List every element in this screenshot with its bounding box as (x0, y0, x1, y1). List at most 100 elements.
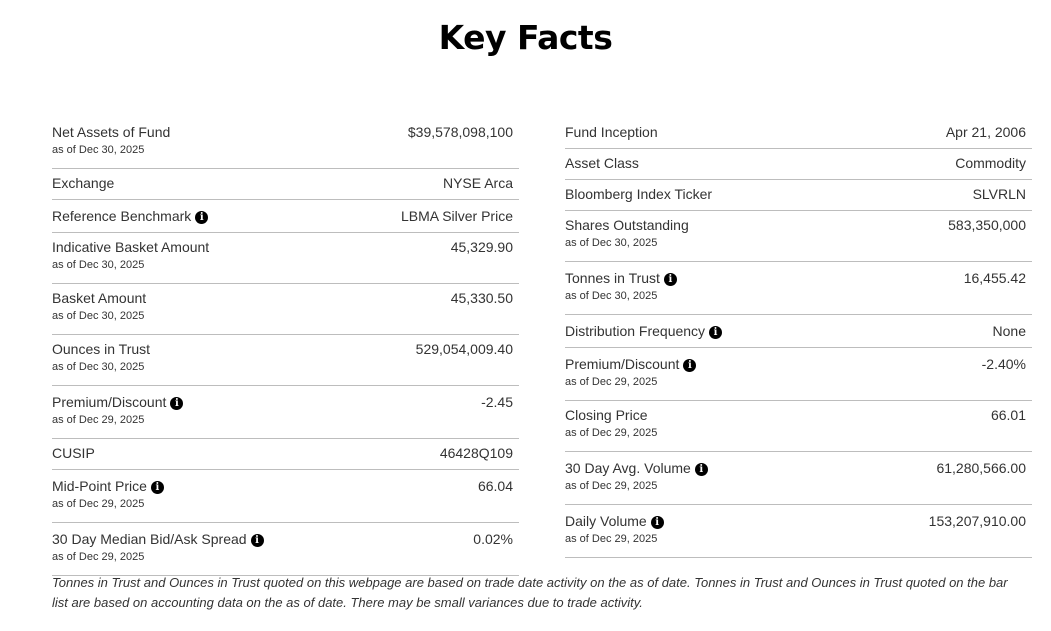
fact-label-group: Net Assets of Fund as of Dec 30, 2025 (52, 123, 170, 158)
fact-label-group: 30 Day Avg. Volume i as of Dec 29, 2025 (565, 459, 708, 494)
fact-row-shares-outstanding: Shares Outstanding as of Dec 30, 2025 583,… (565, 211, 1032, 262)
info-icon[interactable]: i (683, 359, 697, 372)
fact-row-premium-discount: Premium/Discount i as of Dec 29, 2025 -2.40… (565, 348, 1032, 401)
fact-row-asset-class: Asset Class Commodity (565, 149, 1032, 180)
info-icon[interactable]: i (195, 211, 209, 224)
info-icon[interactable]: i (663, 273, 677, 286)
fact-as-of-date: as of Dec 29, 2025 (52, 414, 145, 426)
fact-value: 583,350,000 (948, 217, 1026, 233)
fact-label: Bloomberg Index Ticker (565, 186, 713, 202)
fact-label: Reference Benchmark (52, 208, 192, 224)
fact-label-group: Distribution Frequency i (565, 322, 723, 341)
fact-row-distribution-frequency: Distribution Frequency i None (565, 315, 1032, 348)
fact-label: Fund Inception (565, 124, 658, 140)
footnote: Tonnes in Trust and Ounces in Trust quot… (52, 575, 1008, 610)
fact-as-of-date: as of Dec 30, 2025 (565, 237, 658, 249)
fact-label: Premium/Discount (565, 356, 680, 372)
fact-value: SLVRLN (972, 186, 1026, 202)
fact-value: -2.40% (981, 356, 1026, 372)
fact-label: Indicative Basket Amount (52, 239, 210, 255)
fact-label-group: Basket Amount as of Dec 30, 2025 (52, 289, 146, 324)
fact-as-of-date: as of Dec 30, 2025 (52, 144, 145, 156)
fact-label: Premium/Discount (52, 394, 167, 410)
fact-as-of-date: as of Dec 30, 2025 (565, 290, 658, 302)
fact-as-of-date: as of Dec 29, 2025 (52, 498, 145, 510)
fact-label-group: Asset Class (565, 154, 639, 173)
fact-label: Closing Price (565, 407, 648, 423)
fact-row-daily-volume: Daily Volume i as of Dec 29, 2025 153,207,9… (565, 505, 1032, 558)
fact-value: 66.01 (990, 407, 1026, 423)
fact-row-exchange: Exchange NYSE Arca (52, 169, 519, 200)
fact-label-group: Bloomberg Index Ticker (565, 185, 712, 204)
fact-value: Apr 21, 2006 (945, 124, 1026, 140)
info-icon[interactable]: i (170, 397, 184, 410)
fact-as-of-date: as of Dec 29, 2025 (565, 427, 658, 439)
fact-label: Basket Amount (52, 290, 147, 306)
fact-as-of-date: as of Dec 29, 2025 (565, 480, 658, 492)
fact-label-group: Closing Price as of Dec 29, 2025 (565, 406, 657, 441)
info-icon[interactable]: i (709, 326, 723, 339)
fact-label: Net Assets of Fund (52, 124, 171, 140)
fact-as-of-date: as of Dec 29, 2025 (565, 376, 658, 388)
fact-label-group: Indicative Basket Amount as of Dec 30, 20… (52, 238, 209, 273)
fact-row-closing-price: Closing Price as of Dec 29, 2025 66.01 (565, 401, 1032, 452)
fact-label-group: Tonnes in Trust i as of Dec 30, 2025 (565, 269, 677, 304)
fact-as-of-date: as of Dec 29, 2025 (52, 551, 145, 563)
fact-row-reference-benchmark: Reference Benchmark i LBMA Silver Price (52, 200, 519, 233)
fact-value: 45,329.90 (450, 239, 513, 255)
info-icon[interactable]: i (250, 534, 264, 547)
fact-label: Daily Volume (565, 513, 647, 529)
fact-value: 66.04 (477, 478, 513, 494)
fact-row-bloomberg-index-ticker: Bloomberg Index Ticker SLVRLN (565, 180, 1032, 211)
fact-label: 30 Day Avg. Volume (565, 460, 691, 476)
fact-row-ounces-in-trust: Ounces in Trust as of Dec 30, 2025 529,054… (52, 335, 519, 386)
fact-value: LBMA Silver Price (400, 208, 513, 224)
key-facts-right-column: Fund Inception Apr 21, 2006 Asset Class Com… (565, 118, 1032, 558)
info-icon[interactable]: i (150, 481, 164, 494)
key-facts-left-column: Net Assets of Fund as of Dec 30, 2025 $39,… (52, 118, 519, 576)
page-title: Key Facts (438, 18, 613, 57)
fact-label: Asset Class (565, 155, 639, 171)
fact-as-of-date: as of Dec 30, 2025 (52, 259, 145, 271)
fact-value: None (992, 323, 1026, 339)
fact-value: 45,330.50 (450, 290, 513, 306)
info-icon[interactable]: i (694, 463, 708, 476)
fact-as-of-date: as of Dec 29, 2025 (565, 533, 658, 545)
fact-value: NYSE Arca (442, 175, 513, 191)
fact-row-mid-point-price: Mid-Point Price i as of Dec 29, 2025 66.04 (52, 470, 519, 523)
fact-row-tonnes-in-trust: Tonnes in Trust i as of Dec 30, 2025 16,455… (565, 262, 1032, 315)
fact-value: 46428Q109 (439, 445, 513, 461)
fact-value: -2.45 (481, 394, 513, 410)
fact-value: 529,054,009.40 (415, 341, 513, 357)
fact-label-group: Daily Volume i as of Dec 29, 2025 (565, 512, 664, 547)
fact-row-cusip: CUSIP 46428Q109 (52, 439, 519, 470)
fact-row-net-assets-of-fund: Net Assets of Fund as of Dec 30, 2025 $39,… (52, 118, 519, 169)
fact-value: $39,578,098,100 (407, 124, 513, 140)
fact-row-30-day-median-bid-ask-spread: 30 Day Median Bid/Ask Spread i as of Dec 2… (52, 523, 519, 576)
fact-label: Shares Outstanding (565, 217, 689, 233)
fact-label-group: Fund Inception (565, 123, 658, 142)
fact-row-premium-discount: Premium/Discount i as of Dec 29, 2025 -2.45 (52, 386, 519, 439)
fact-label-group: Premium/Discount i as of Dec 29, 2025 (52, 393, 184, 428)
fact-label-group: Exchange (52, 174, 114, 193)
fact-label-group: CUSIP (52, 444, 95, 463)
fact-label-group: Premium/Discount i as of Dec 29, 2025 (565, 355, 697, 390)
fact-as-of-date: as of Dec 30, 2025 (52, 310, 145, 322)
fact-row-30-day-avg-volume: 30 Day Avg. Volume i as of Dec 29, 2025 61,… (565, 452, 1032, 505)
fact-label: Ounces in Trust (52, 341, 151, 357)
fact-as-of-date: as of Dec 30, 2025 (52, 361, 145, 373)
fact-row-fund-inception: Fund Inception Apr 21, 2006 (565, 118, 1032, 149)
fact-label-group: Ounces in Trust as of Dec 30, 2025 (52, 340, 150, 375)
info-icon[interactable]: i (650, 516, 664, 529)
fact-label: Mid-Point Price (52, 478, 147, 494)
fact-value: 153,207,910.00 (928, 513, 1026, 529)
fact-row-basket-amount: Basket Amount as of Dec 30, 2025 45,330.50 (52, 284, 519, 335)
fact-label: CUSIP (52, 445, 95, 461)
fact-value: 16,455.42 (963, 270, 1026, 286)
fact-value: Commodity (955, 155, 1026, 171)
fact-label-group: 30 Day Median Bid/Ask Spread i as of Dec 2… (52, 530, 264, 565)
fact-value: 61,280,566.00 (936, 460, 1026, 476)
fact-label-group: Mid-Point Price i as of Dec 29, 2025 (52, 477, 164, 512)
fact-label-group: Reference Benchmark i (52, 207, 209, 226)
fact-label: Distribution Frequency (565, 323, 706, 339)
